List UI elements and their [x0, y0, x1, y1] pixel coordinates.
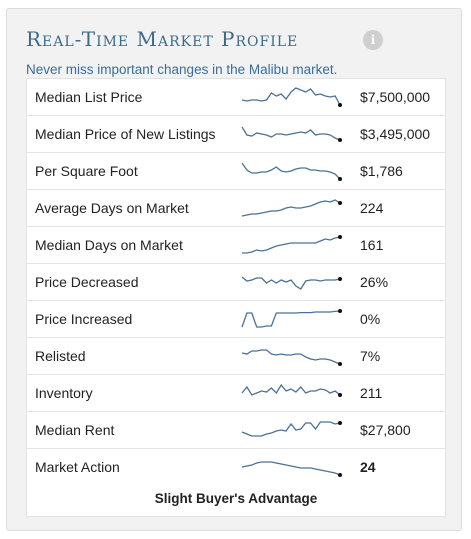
sparkline-line: [241, 199, 341, 217]
metric-row-median-rent: Median Rent $27,800: [27, 412, 445, 449]
sparkline-chart: [241, 309, 342, 328]
sparkline-end-dot: [338, 138, 342, 142]
metric-row-inventory: Inventory 211: [27, 375, 445, 412]
sparkline-line: [241, 87, 341, 106]
metric-row-relisted: Relisted 7%: [27, 338, 445, 375]
sparkline-end-dot: [338, 277, 342, 281]
metric-row-average-days-on-market: Average Days on Market 224: [27, 190, 445, 227]
metric-label: Price Increased: [35, 311, 133, 327]
sparkline-line: [241, 126, 341, 141]
sparkline-chart: [241, 199, 342, 217]
metric-value: 26%: [360, 274, 389, 290]
metric-value: 161: [360, 237, 384, 253]
sparkline-chart: [241, 349, 342, 366]
sparkline-line: [241, 310, 341, 328]
sparkline-chart: [242, 235, 342, 254]
sparkline-line: [241, 383, 341, 396]
sparkline-end-dot: [338, 201, 342, 205]
metric-row-per-square-foot: Per Square Foot $1,786: [27, 153, 445, 190]
metric-value: $1,786: [360, 163, 403, 179]
metric-value: 224: [360, 200, 384, 216]
metric-row-median-list-price: Median List Price $7,500,000: [27, 79, 445, 116]
metric-value: $7,500,000: [360, 89, 431, 105]
sparkline-end-dot: [338, 393, 342, 397]
sparkline-line: [241, 162, 341, 180]
sparkline-line: [241, 349, 341, 365]
metric-row-median-days-on-market: Median Days on Market 161: [27, 227, 445, 264]
market-action-score: 24: [360, 459, 376, 475]
metric-label: Per Square Foot: [35, 163, 138, 179]
metric-label: Median List Price: [35, 89, 143, 105]
subtitle: Never miss important changes in the Mali…: [26, 62, 338, 77]
sparkline-end-dot: [338, 421, 342, 425]
metric-row-price-decreased: Price Decreased 26%: [27, 264, 445, 301]
market-action-summary: Slight Buyer's Advantage: [154, 491, 318, 506]
metric-label: Average Days on Market: [35, 200, 189, 216]
metric-label: Market Action: [35, 459, 120, 475]
sparkline-chart: [241, 126, 342, 142]
sparkline-chart: [241, 162, 342, 181]
sparkline-chart: [241, 276, 342, 290]
market-profile-card: Real-Time Market Profile i Never miss im…: [6, 8, 462, 531]
sparkline-end-dot: [338, 473, 342, 477]
sparkline-end-dot: [338, 362, 342, 366]
sparkline-end-dot: [338, 235, 342, 239]
metric-value: 7%: [360, 348, 381, 364]
sparkline-line: [241, 276, 341, 290]
metric-label: Median Rent: [35, 422, 115, 438]
metric-label: Median Days on Market: [35, 237, 183, 253]
metric-label: Inventory: [35, 385, 93, 401]
sparkline-line: [241, 461, 341, 476]
page-title: Real-Time Market Profile: [26, 27, 299, 51]
sparkline-chart: [241, 461, 342, 477]
sparkline-end-dot: [338, 309, 342, 313]
metric-value: $27,800: [360, 422, 411, 438]
info-icon[interactable]: i: [363, 30, 383, 50]
sparkline-end-dot: [338, 103, 342, 107]
sparkline-line: [241, 421, 341, 437]
metric-value: $3,495,000: [360, 126, 431, 142]
metrics-table: Median List Price $7,500,000 Median Pric…: [26, 78, 446, 517]
metric-row-price-increased: Price Increased 0%: [27, 301, 445, 338]
sparkline-chart: [241, 87, 342, 107]
metric-row-median-price-new-listings: Median Price of New Listings $3,495,000: [27, 116, 445, 153]
metric-label: Median Price of New Listings: [35, 126, 216, 142]
sparkline-line: [242, 236, 341, 254]
metric-label: Price Decreased: [35, 274, 139, 290]
metric-row-market-action: Market Action 24: [27, 449, 445, 486]
sparkline-chart: [241, 421, 342, 437]
metric-value: 211: [360, 385, 383, 401]
metric-value: 0%: [360, 311, 381, 327]
sparkline-end-dot: [338, 177, 342, 181]
sparkline-chart: [241, 383, 342, 397]
metric-label: Relisted: [35, 348, 86, 364]
